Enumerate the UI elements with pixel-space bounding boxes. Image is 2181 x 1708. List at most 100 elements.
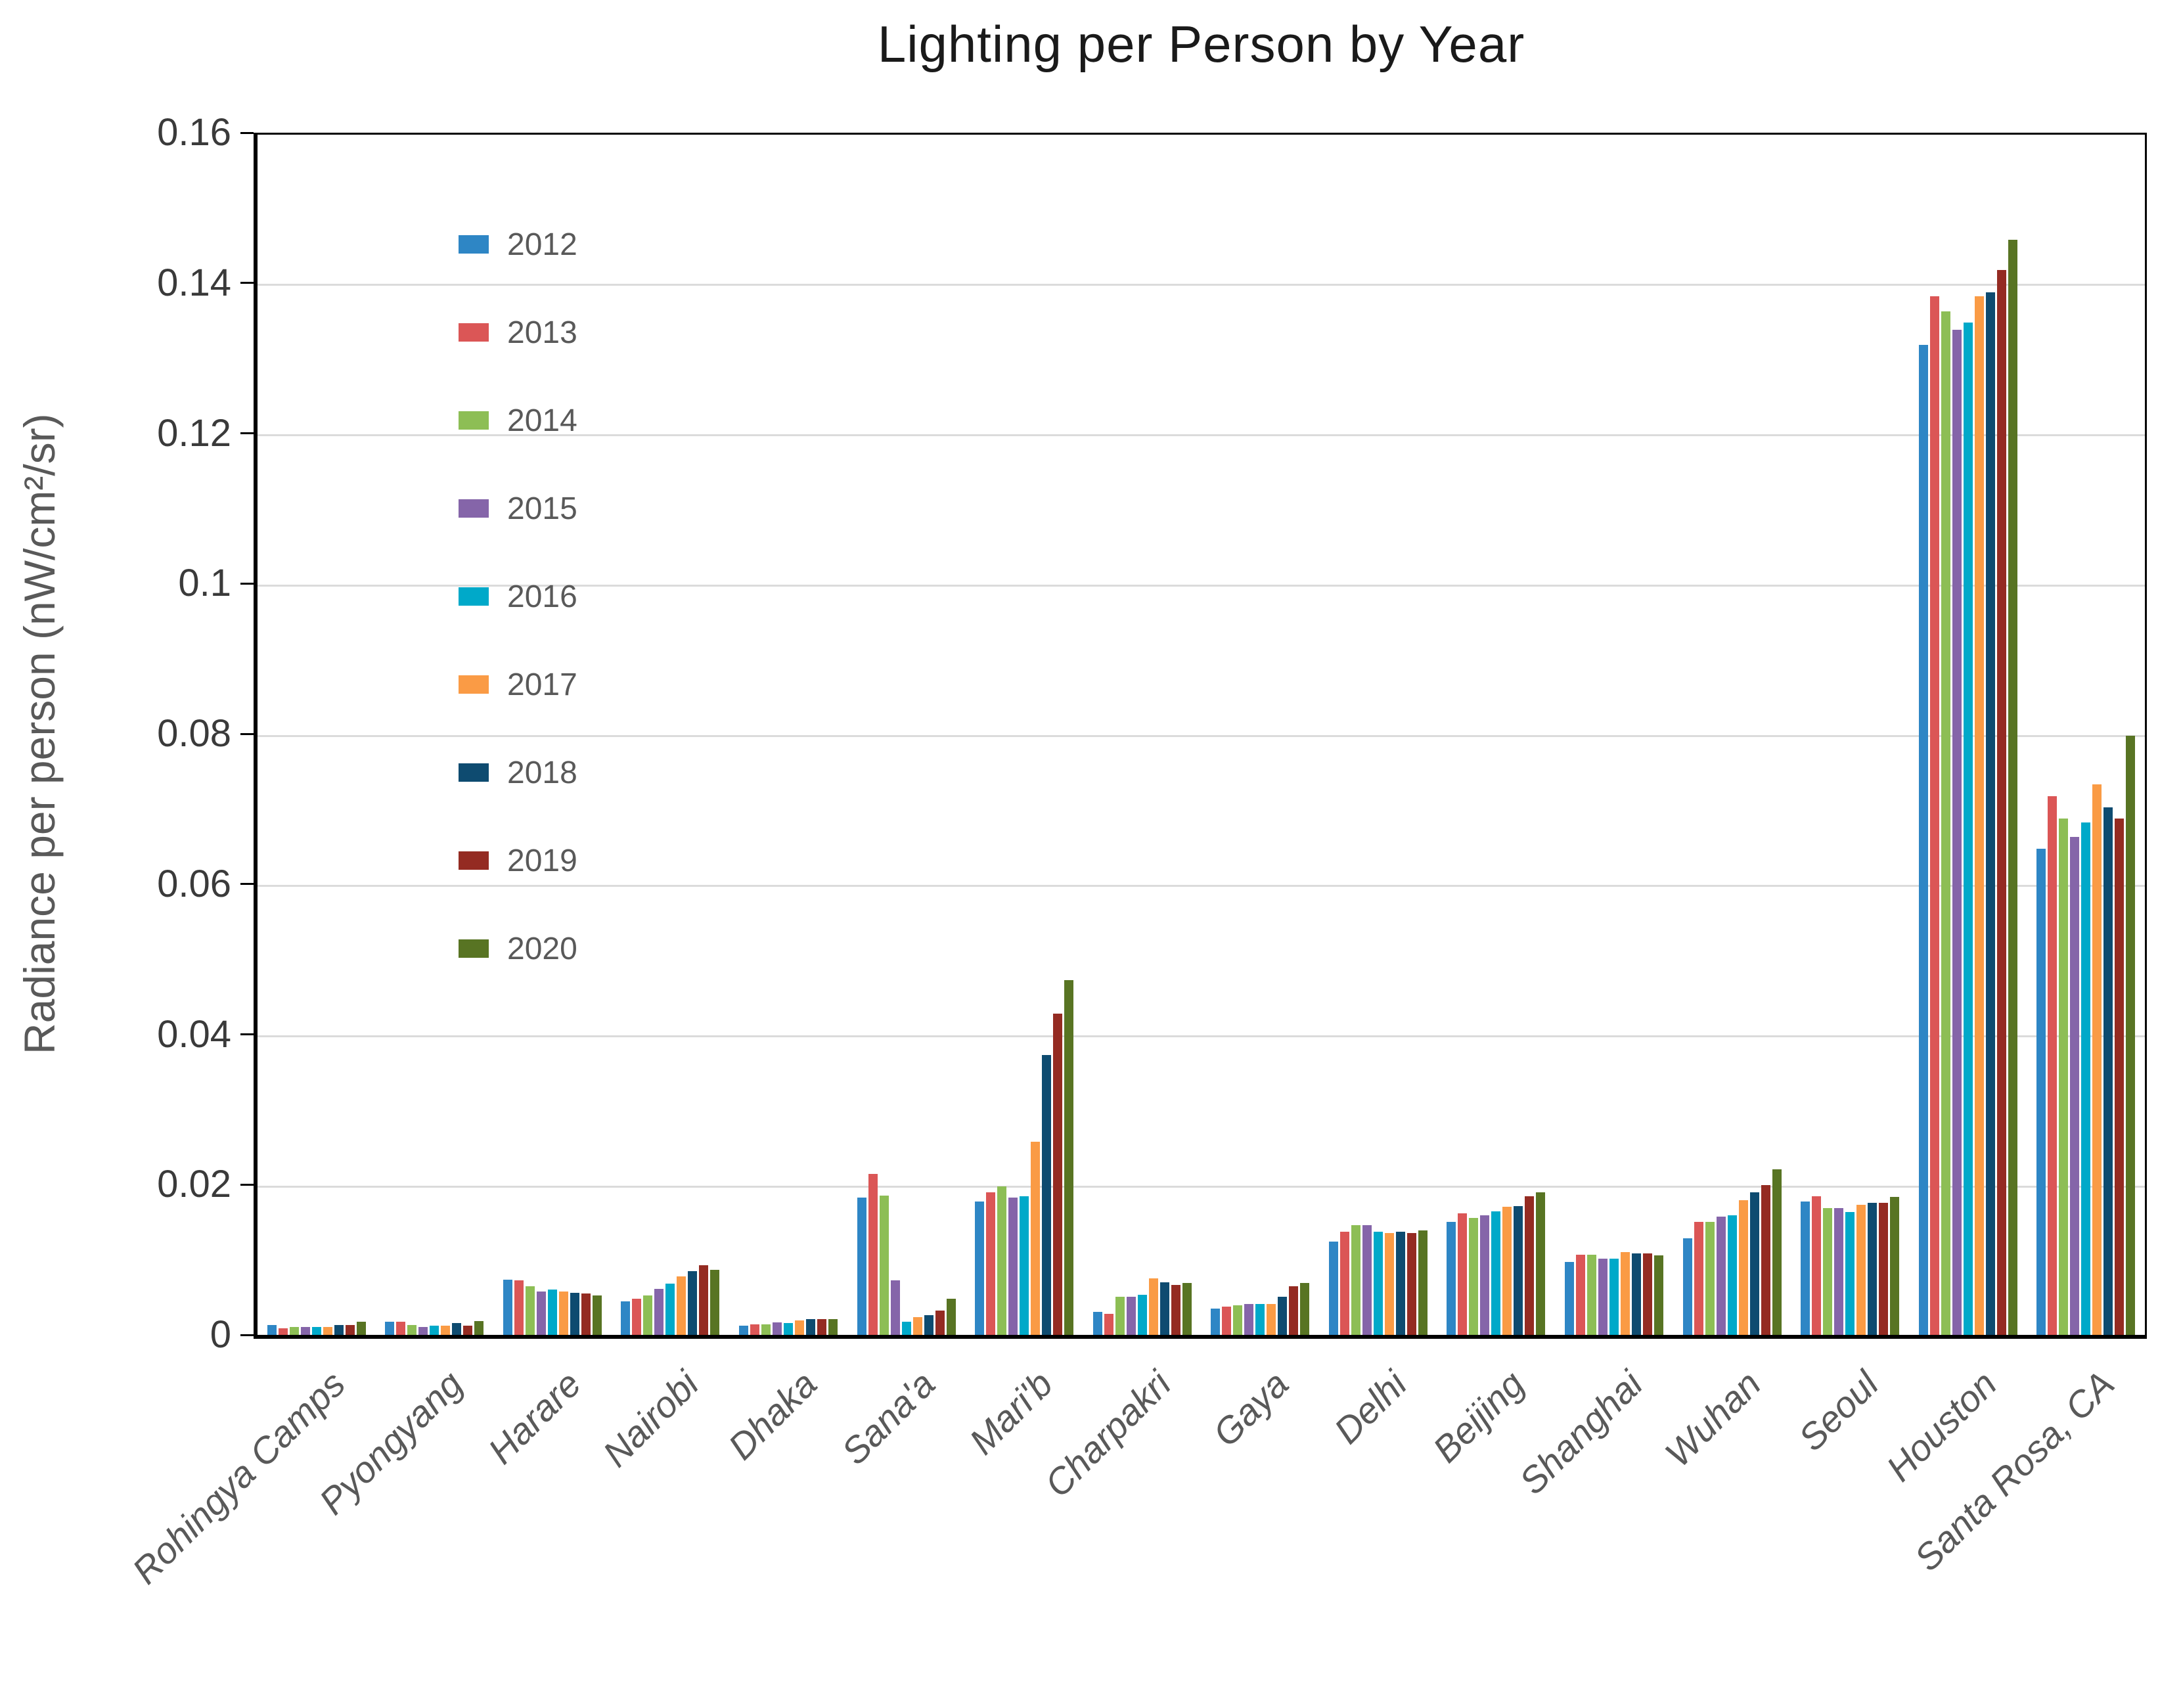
bar-2020-sana-a [946, 1299, 956, 1337]
bar-2014-seoul [1823, 1208, 1833, 1337]
bar-2018-pyongyang [452, 1323, 462, 1337]
bar-2015-nairobi [654, 1289, 664, 1337]
x-category-label-seoul: Seoul [1790, 1362, 1887, 1459]
legend-item-2013: 2013 [459, 288, 577, 376]
y-tick-label-0.12: 0.12 [157, 411, 231, 455]
bar-2020-houston [2008, 240, 2017, 1337]
bar-2017-nairobi [677, 1276, 686, 1337]
bar-2013-santa-rosa-ca [2048, 796, 2057, 1337]
legend-swatch-2020 [459, 939, 489, 958]
bar-2020-rohingya-camps [356, 1322, 366, 1337]
bar-2019-beijing [1525, 1196, 1535, 1337]
x-axis-line [254, 1335, 2147, 1339]
bar-2016-dhaka [784, 1323, 794, 1337]
bar-group-delhi [1319, 1225, 1437, 1337]
bar-group-pyongyang [376, 1321, 494, 1337]
bar-2015-mari-b [1008, 1198, 1018, 1337]
bar-group-nairobi [612, 1265, 730, 1337]
y-tick-mark-0.16 [240, 131, 254, 134]
y-tick-label-0: 0 [210, 1313, 231, 1356]
x-category-label-santa-rosa-ca: Santa Rosa, CA [1906, 1362, 2123, 1579]
legend-label-2019: 2019 [507, 843, 577, 878]
legend-swatch-2012 [459, 235, 489, 254]
legend-label-2016: 2016 [507, 579, 577, 614]
bar-2012-mari-b [975, 1202, 985, 1337]
bar-2017-mari-b [1031, 1142, 1041, 1337]
bar-2018-dhaka [806, 1319, 816, 1337]
legend-swatch-2018 [459, 763, 489, 782]
legend-swatch-2019 [459, 851, 489, 870]
bar-2016-rohingya-camps [311, 1327, 321, 1337]
bar-2012-nairobi [621, 1301, 631, 1337]
bar-2013-harare [514, 1280, 524, 1337]
bar-2020-dhaka [828, 1319, 838, 1337]
bar-2016-harare [547, 1290, 557, 1337]
bar-2018-delhi [1395, 1232, 1405, 1337]
y-tick-mark-0.1 [240, 582, 254, 585]
legend-label-2018: 2018 [507, 755, 577, 790]
bar-2015-sana-a [890, 1280, 900, 1337]
legend-item-2018: 2018 [459, 729, 577, 817]
bar-group-harare [493, 1280, 612, 1337]
bar-group-sana-a [847, 1174, 966, 1337]
y-axis-line [254, 133, 258, 1339]
legend-item-2019: 2019 [459, 817, 577, 905]
bar-2013-charpakri [1104, 1314, 1113, 1337]
legend-item-2020: 2020 [459, 905, 577, 993]
legend-label-2017: 2017 [507, 667, 577, 702]
x-category-label-nairobi: Nairobi [595, 1362, 707, 1475]
bar-2012-charpakri [1092, 1312, 1102, 1337]
y-tick-mark-0.04 [240, 1033, 254, 1035]
legend: 2012 2013 2014 2015 2016 2017 2018 2019 2020 [459, 200, 577, 993]
x-category-label-gaya: Gaya [1205, 1362, 1297, 1454]
bar-2020-gaya [1300, 1283, 1310, 1337]
x-category-label-wuhan: Wuhan [1656, 1362, 1768, 1475]
bar-2013-rohingya-camps [278, 1328, 288, 1337]
gridline-0.06 [258, 885, 2145, 888]
legend-item-2015: 2015 [459, 464, 577, 552]
bar-2015-shanghai [1598, 1259, 1608, 1337]
bar-2018-harare [570, 1293, 579, 1337]
bar-2019-pyongyang [463, 1326, 473, 1337]
bar-2016-shanghai [1609, 1259, 1619, 1337]
bar-2020-mari-b [1064, 980, 1074, 1337]
bar-2018-nairobi [688, 1271, 698, 1337]
bar-2017-beijing [1502, 1207, 1512, 1337]
y-tick-mark-0 [240, 1334, 254, 1336]
legend-swatch-2013 [459, 323, 489, 342]
bar-2012-seoul [1801, 1202, 1810, 1337]
bar-2017-santa-rosa-ca [2092, 784, 2102, 1337]
bar-2012-rohingya-camps [267, 1325, 277, 1337]
legend-label-2015: 2015 [507, 491, 577, 526]
bar-2016-sana-a [901, 1322, 911, 1337]
bar-2015-beijing [1480, 1215, 1490, 1337]
x-category-label-shanghai: Shanghai [1511, 1362, 1651, 1502]
bar-2015-gaya [1244, 1304, 1254, 1337]
legend-item-2014: 2014 [459, 376, 577, 464]
bar-2018-charpakri [1159, 1282, 1169, 1337]
bar-2012-beijing [1447, 1222, 1456, 1337]
bar-group-rohingya-camps [258, 1322, 376, 1337]
bar-2016-pyongyang [430, 1326, 439, 1337]
bar-2012-sana-a [857, 1198, 866, 1337]
bar-2014-houston [1941, 311, 1950, 1337]
bar-2019-houston [1996, 270, 2006, 1337]
bar-group-shanghai [1555, 1252, 1673, 1337]
bar-group-charpakri [1083, 1278, 1202, 1337]
y-tick-label-0.06: 0.06 [157, 862, 231, 905]
bar-2014-harare [525, 1286, 535, 1337]
bar-2018-wuhan [1749, 1192, 1759, 1337]
bar-2014-charpakri [1115, 1297, 1125, 1337]
bar-2018-gaya [1278, 1297, 1288, 1337]
bar-2012-harare [503, 1280, 512, 1337]
bar-2014-santa-rosa-ca [2059, 819, 2069, 1337]
bar-2015-santa-rosa-ca [2070, 837, 2080, 1337]
bar-2017-charpakri [1148, 1278, 1158, 1337]
legend-label-2013: 2013 [507, 315, 577, 350]
legend-label-2012: 2012 [507, 227, 577, 262]
bar-2019-sana-a [935, 1311, 945, 1337]
bar-2017-gaya [1267, 1304, 1276, 1337]
bar-2012-shanghai [1564, 1262, 1574, 1337]
bar-2013-gaya [1222, 1307, 1232, 1337]
